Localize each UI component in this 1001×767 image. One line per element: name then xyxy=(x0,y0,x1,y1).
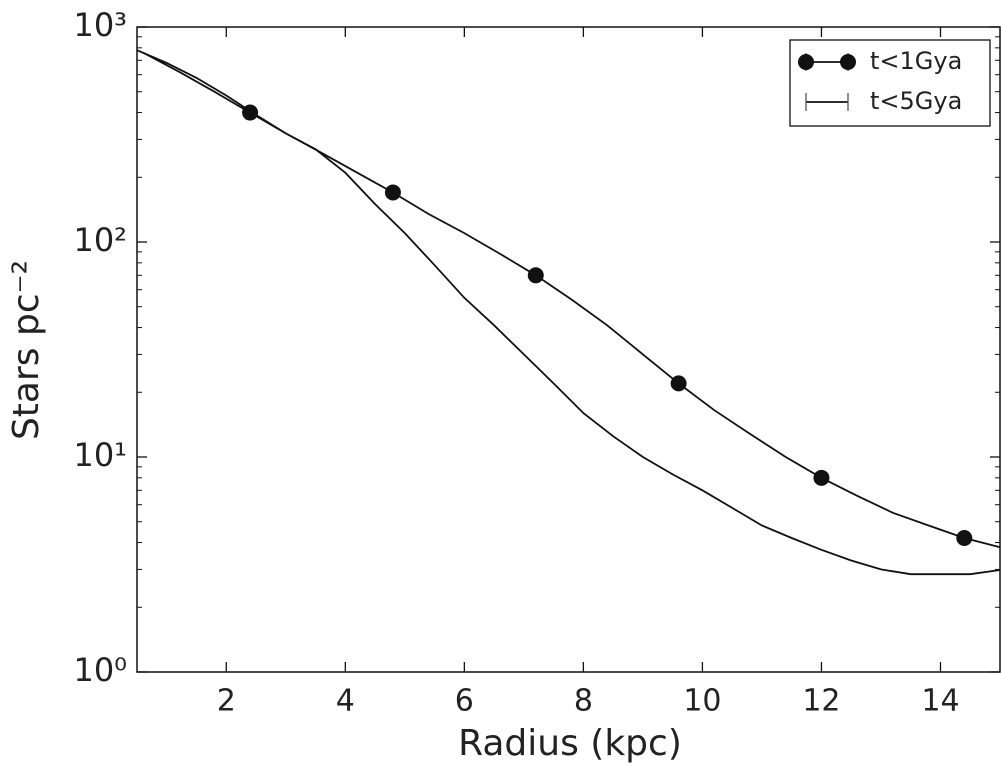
series-line xyxy=(142,51,1001,549)
legend-label: t<5Gya xyxy=(870,87,962,115)
legend-box xyxy=(789,39,991,127)
x-tick-label: 12 xyxy=(802,684,840,719)
data-point xyxy=(670,375,687,392)
data-point xyxy=(956,530,973,547)
y-tick-label: 10¹ xyxy=(73,436,127,474)
y-axis-label: Stars pc⁻² xyxy=(6,260,47,440)
y-tick-label: 10³ xyxy=(73,6,127,44)
legend-label: t<1Gya xyxy=(870,47,962,75)
x-tick-label: 14 xyxy=(921,684,959,719)
data-point xyxy=(527,267,544,284)
y-tick-label: 10² xyxy=(73,221,127,259)
y-tick-label: 10⁰ xyxy=(73,651,127,689)
legend-marker xyxy=(798,54,814,70)
data-point xyxy=(384,184,401,201)
x-tick-label: 2 xyxy=(217,684,236,719)
data-point xyxy=(813,469,830,486)
series-line xyxy=(136,49,1001,576)
x-tick-label: 10 xyxy=(683,684,721,719)
legend: t<1Gya t<5Gya xyxy=(789,39,991,127)
x-axis-label: Radius (kpc) xyxy=(458,723,682,764)
x-tick-label: 6 xyxy=(455,684,474,719)
plot-frame xyxy=(136,26,1001,673)
x-tick-label: 8 xyxy=(574,684,593,719)
legend-marker xyxy=(840,54,856,70)
x-tick-label: 4 xyxy=(336,684,355,719)
